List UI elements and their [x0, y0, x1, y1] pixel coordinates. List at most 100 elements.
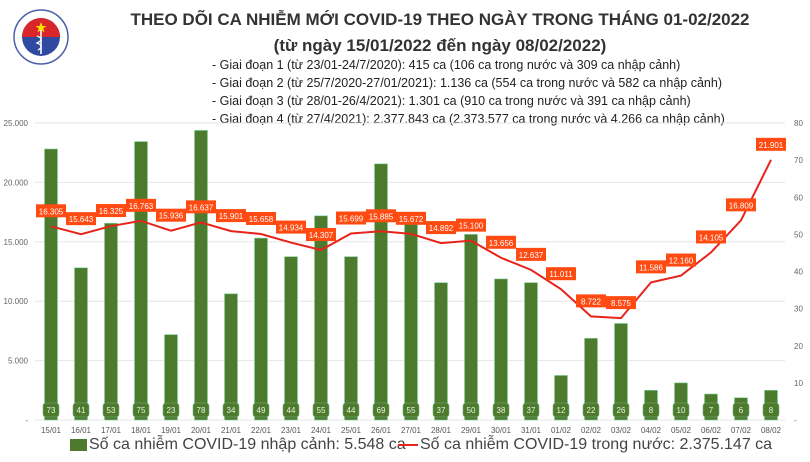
legend-imported: Số ca nhiễm COVID-19 nhập cảnh: 5.548 ca	[70, 436, 406, 454]
bar-imported	[104, 222, 118, 421]
x-tick-label: 21/01	[221, 426, 242, 435]
line-data-label-box	[156, 208, 186, 222]
bar-data-label: 55	[317, 406, 326, 415]
bar-data-label-box	[42, 402, 60, 418]
line-data-label: 15.100	[459, 222, 484, 231]
bar-imported	[464, 234, 478, 421]
bar-imported	[494, 278, 508, 421]
line-data-label-box	[36, 204, 66, 218]
line-data-label: 12.160	[669, 257, 694, 266]
line-data-label: 15.936	[159, 212, 184, 221]
bar-imported	[164, 334, 178, 421]
bar-data-label: 73	[47, 406, 56, 415]
y-right-tick-label: 50	[794, 230, 803, 239]
ministry-of-health-logo	[12, 8, 70, 71]
bar-data-label: 23	[167, 406, 176, 415]
legend-line-swatch	[398, 444, 418, 446]
bar-data-label: 49	[257, 406, 266, 415]
x-tick-label: 30/01	[491, 426, 512, 435]
x-tick-label: 19/01	[161, 426, 182, 435]
x-tick-label: 17/01	[101, 426, 122, 435]
bar-data-label-box	[672, 402, 690, 418]
x-tick-label: 29/01	[461, 426, 482, 435]
bar-data-label: 7	[709, 406, 714, 415]
line-data-label-box	[606, 296, 636, 310]
bar-imported	[44, 148, 58, 421]
line-data-label: 16.809	[729, 201, 754, 210]
bar-data-label: 22	[587, 406, 596, 415]
line-data-label: 21.901	[759, 141, 784, 150]
bar-data-label: 26	[617, 406, 626, 415]
x-tick-label: 28/01	[431, 426, 452, 435]
bar-imported	[284, 256, 298, 421]
line-data-label-box	[756, 137, 786, 151]
line-data-label-box	[516, 247, 546, 261]
bar-data-label: 6	[739, 406, 744, 415]
line-data-label-box	[336, 211, 366, 225]
chart-title: THEO DÕI CA NHIỄM MỚI COVID-19 THEO NGÀY…	[130, 10, 750, 29]
line-data-label-box	[666, 253, 696, 267]
bar-imported	[524, 282, 538, 421]
line-data-label: 15.901	[219, 212, 244, 221]
bar-data-label-box	[492, 402, 510, 418]
bar-data-label: 75	[137, 406, 146, 415]
line-data-label: 16.637	[189, 203, 214, 212]
bar-imported	[614, 323, 628, 421]
line-data-label-box	[636, 260, 666, 274]
bar-data-label-box	[702, 402, 720, 418]
bar-data-label-box	[252, 402, 270, 418]
line-data-label: 14.934	[279, 224, 304, 233]
y-right-tick-label: 60	[794, 193, 803, 202]
bar-data-label-box	[612, 402, 630, 418]
bar-data-label-box	[102, 402, 120, 418]
legend-domestic: Số ca nhiễm COVID-19 trong nước: 2.375.1…	[398, 436, 772, 454]
x-tick-label: 24/01	[311, 426, 332, 435]
x-tick-label: 22/01	[251, 426, 272, 435]
legend-bar-swatch	[70, 439, 87, 451]
legend-domestic-label: Số ca nhiễm COVID-19 trong nước: 2.375.1…	[420, 436, 773, 453]
bar-imported	[134, 141, 148, 421]
bar-data-label-box	[462, 402, 480, 418]
bar-data-label: 44	[347, 406, 356, 415]
y-left-tick-label: 10.000	[4, 297, 29, 306]
bar-imported	[584, 338, 598, 421]
line-data-label: 14.105	[699, 233, 724, 242]
bar-data-label-box	[162, 402, 180, 418]
line-data-label-box	[246, 211, 276, 225]
bar-data-label-box	[192, 402, 210, 418]
x-tick-label: 16/01	[71, 426, 92, 435]
x-tick-label: 31/01	[521, 426, 542, 435]
x-tick-label: 01/02	[551, 426, 572, 435]
line-data-label-box	[126, 198, 156, 212]
line-data-label-box	[426, 221, 456, 235]
line-data-label-box	[486, 235, 516, 249]
bar-imported	[434, 282, 448, 421]
line-data-label-box	[696, 230, 726, 244]
bar-data-label: 55	[407, 406, 416, 415]
y-right-tick-label: 20	[794, 342, 803, 351]
bar-data-label: 50	[467, 406, 476, 415]
x-tick-label: 18/01	[131, 426, 152, 435]
bar-data-label-box	[762, 402, 780, 418]
line-data-label: 8.722	[581, 297, 602, 306]
x-tick-label: 27/01	[401, 426, 422, 435]
bar-data-label-box	[432, 402, 450, 418]
bar-data-label: 34	[227, 406, 236, 415]
legend-imported-label: Số ca nhiễm COVID-19 nhập cảnh: 5.548 ca	[89, 436, 406, 453]
line-data-label-box	[576, 294, 606, 308]
line-data-label-box	[546, 267, 576, 281]
bar-data-label-box	[522, 402, 540, 418]
bar-imported	[404, 215, 418, 421]
y-right-tick-label: 40	[794, 268, 803, 277]
line-data-label: 13.656	[489, 239, 514, 248]
bar-imported	[224, 293, 238, 421]
line-domestic	[50, 159, 772, 320]
bar-data-label: 38	[497, 406, 506, 415]
y-right-tick-label: 80	[794, 119, 803, 128]
line-data-label-box	[96, 204, 126, 218]
bar-data-label-box	[132, 402, 150, 418]
x-tick-label: 25/01	[341, 426, 362, 435]
bar-imported	[314, 215, 328, 421]
bar-imported	[344, 256, 358, 421]
